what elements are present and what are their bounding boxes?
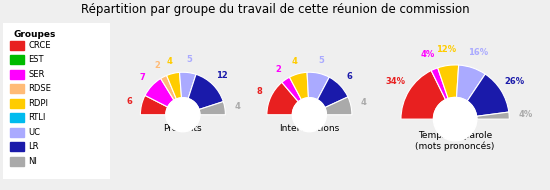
Text: 4: 4: [292, 57, 298, 66]
Wedge shape: [167, 72, 182, 99]
Wedge shape: [161, 75, 177, 100]
FancyBboxPatch shape: [2, 21, 111, 182]
Wedge shape: [289, 72, 309, 100]
Wedge shape: [267, 82, 298, 115]
Text: 4: 4: [360, 98, 366, 107]
Bar: [10, 142, 24, 151]
Wedge shape: [438, 65, 459, 99]
Text: 8: 8: [256, 87, 262, 96]
Circle shape: [293, 98, 326, 132]
Text: 4%: 4%: [421, 50, 435, 59]
Text: 26%: 26%: [505, 78, 525, 86]
Wedge shape: [307, 72, 329, 100]
Text: 7: 7: [140, 73, 145, 82]
Circle shape: [433, 97, 477, 141]
Text: RDSE: RDSE: [29, 84, 51, 93]
Text: 4: 4: [234, 102, 240, 111]
Wedge shape: [467, 74, 509, 116]
Text: 6: 6: [346, 72, 353, 81]
Wedge shape: [325, 97, 352, 115]
Text: RTLI: RTLI: [29, 113, 46, 122]
Bar: [10, 99, 24, 108]
Text: 2: 2: [276, 65, 281, 74]
Text: Présents: Présents: [163, 124, 202, 133]
Wedge shape: [431, 68, 448, 100]
Text: 4: 4: [167, 56, 173, 66]
Wedge shape: [140, 95, 168, 115]
Wedge shape: [401, 70, 446, 119]
Bar: [10, 84, 24, 93]
Wedge shape: [282, 77, 301, 102]
Text: 2: 2: [155, 61, 161, 70]
Text: 16%: 16%: [468, 48, 488, 57]
Text: 5: 5: [318, 56, 324, 65]
Text: 12%: 12%: [436, 45, 456, 54]
Text: Temps de parole
(mots prononcés): Temps de parole (mots prononcés): [415, 131, 495, 151]
Text: CRCE: CRCE: [29, 41, 51, 50]
Text: 12: 12: [216, 71, 228, 80]
Wedge shape: [179, 72, 196, 99]
Text: 5: 5: [186, 55, 192, 64]
Bar: [10, 41, 24, 50]
Wedge shape: [317, 77, 348, 108]
Text: NI: NI: [29, 157, 37, 166]
Bar: [10, 70, 24, 79]
Text: Groupes: Groupes: [13, 30, 56, 39]
Text: 6: 6: [126, 97, 132, 106]
Wedge shape: [456, 65, 485, 101]
Text: LR: LR: [29, 142, 39, 151]
Text: 34%: 34%: [386, 78, 405, 86]
Bar: [10, 55, 24, 64]
Bar: [10, 157, 24, 166]
Text: EST: EST: [29, 55, 44, 64]
Text: 4%: 4%: [518, 110, 532, 119]
Wedge shape: [199, 102, 226, 115]
Bar: [10, 113, 24, 122]
Circle shape: [166, 98, 200, 132]
Text: Interventions: Interventions: [279, 124, 339, 133]
Wedge shape: [188, 74, 223, 109]
Text: Répartition par groupe du travail de cette réunion de commission: Répartition par groupe du travail de cet…: [81, 3, 469, 16]
Wedge shape: [477, 112, 509, 119]
Text: RDPI: RDPI: [29, 99, 48, 108]
Wedge shape: [145, 78, 174, 107]
Text: SER: SER: [29, 70, 45, 79]
Bar: [10, 128, 24, 137]
Text: UC: UC: [29, 128, 41, 137]
